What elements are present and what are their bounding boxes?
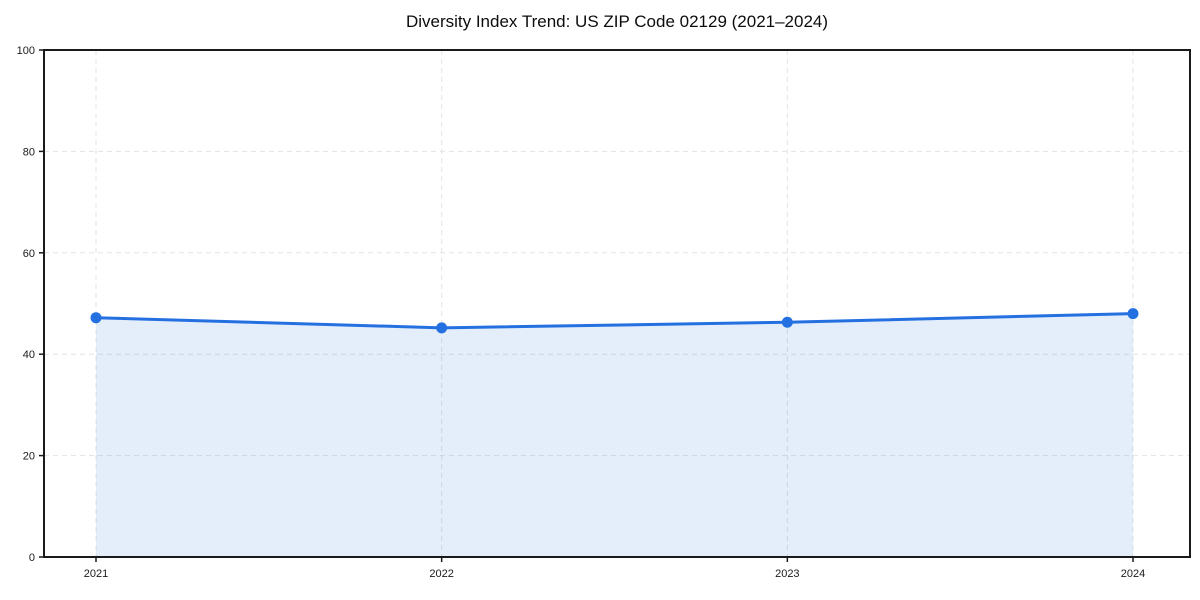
y-tick-label: 80	[23, 146, 35, 158]
x-tick-label: 2023	[775, 568, 799, 580]
area-fill	[96, 313, 1133, 557]
data-point-marker	[1127, 308, 1139, 320]
data-point-marker	[436, 322, 448, 334]
y-tick-label: 40	[23, 349, 35, 361]
data-point-marker	[781, 316, 793, 328]
x-tick-label: 2024	[1121, 568, 1145, 580]
data-point-marker	[90, 312, 102, 324]
y-tick-label: 100	[17, 45, 35, 57]
axis-frame	[43, 49, 1191, 558]
y-tick-label: 60	[23, 248, 35, 260]
y-tick-label: 20	[23, 451, 35, 463]
x-tick-label: 2022	[429, 568, 453, 580]
trend-line	[94, 312, 1135, 330]
chart-title: Diversity Index Trend: US ZIP Code 02129…	[405, 12, 829, 31]
y-tick-label: 0	[29, 552, 35, 564]
x-tick-label: 2021	[84, 568, 108, 580]
